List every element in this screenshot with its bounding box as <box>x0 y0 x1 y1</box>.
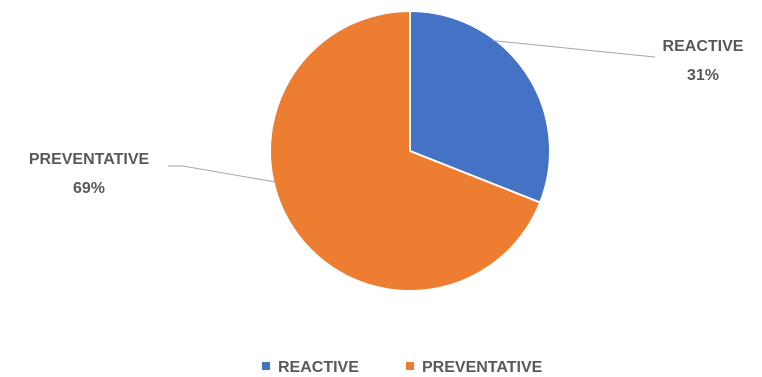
leader-lines <box>168 40 656 183</box>
legend-entry-preventative: PREVENTATIVE <box>422 359 543 376</box>
legend-entry-reactive: REACTIVE <box>278 359 359 376</box>
slice-label-reactive-percent: 31% <box>687 67 719 84</box>
leader-line-preventative <box>168 165 276 183</box>
slice-label-preventative-percent: 69% <box>73 180 105 197</box>
pie-slices <box>269 10 551 292</box>
leader-line-reactive <box>492 40 656 58</box>
pie-slice-preventative <box>269 10 542 292</box>
slice-label-preventative-name: PREVENTATIVE <box>29 151 150 168</box>
legend-swatch-reactive <box>262 362 270 370</box>
slice-label-reactive-name: REACTIVE <box>663 38 744 55</box>
pie-slice-reactive <box>409 10 551 204</box>
legend: REACTIVE PREVENTATIVE <box>262 359 543 376</box>
legend-swatch-preventative <box>406 362 414 370</box>
